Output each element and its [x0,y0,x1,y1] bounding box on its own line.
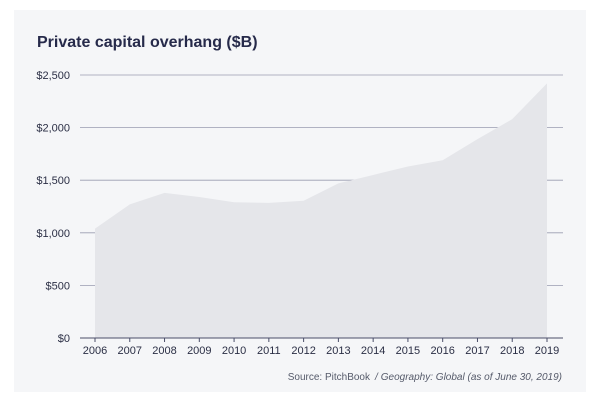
x-tick-label: 2008 [152,345,176,357]
x-tick-label: 2010 [222,345,246,357]
overhang-area [95,83,547,338]
y-axis-ticks: $0 $500 $1,000 $1,500 $2,000 $2,500 [36,70,70,345]
geography-note: Geography: Global (as of June 30, 2019) [380,372,562,383]
chart-footer: Source: PitchBook / Geography: Global (as … [288,372,562,383]
x-tick-label: 2007 [118,345,142,357]
x-tick-label: 2017 [465,345,489,357]
x-tick-label: 2016 [430,345,454,357]
y-tick-label: $1,500 [36,175,70,187]
x-axis-ticks: 2006 2007 2008 2009 2010 2011 2012 2013 2014 2015… [83,338,559,357]
y-tick-label: $2,500 [36,70,70,82]
x-tick-label: 2018 [500,345,524,357]
x-tick-label: 2015 [396,345,420,357]
x-tick-label: 2006 [83,345,107,357]
source-label: Source: PitchBook [287,372,370,383]
y-tick-label: $500 [46,280,70,292]
x-tick-label: 2011 [257,345,281,357]
y-tick-label: $0 [58,333,70,345]
x-tick-label: 2009 [187,345,211,357]
footer-separator: / [374,372,378,383]
y-tick-label: $1,000 [36,228,70,240]
y-tick-label: $2,000 [36,123,70,135]
chart-title: Private capital overhang ($B) [37,34,258,51]
x-tick-label: 2019 [535,345,559,357]
x-tick-label: 2013 [326,345,350,357]
x-tick-label: 2014 [361,345,385,357]
x-tick-label: 2012 [291,345,315,357]
